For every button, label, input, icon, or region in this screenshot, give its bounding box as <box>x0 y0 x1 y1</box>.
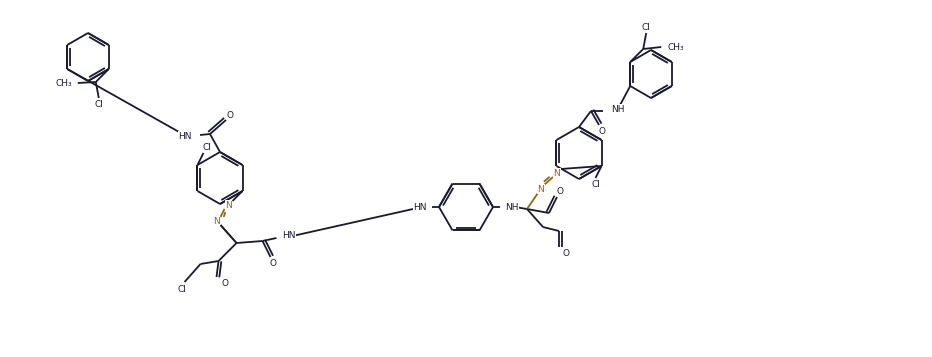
Text: O: O <box>563 248 569 257</box>
Text: HN: HN <box>414 202 427 211</box>
Text: NH: NH <box>505 202 518 211</box>
Text: Cl: Cl <box>591 180 600 188</box>
Text: HN: HN <box>282 231 296 241</box>
Text: O: O <box>598 126 606 136</box>
Text: Cl: Cl <box>177 286 186 295</box>
Text: Cl: Cl <box>202 142 211 151</box>
Text: N: N <box>554 169 560 177</box>
Text: NH: NH <box>611 105 624 114</box>
Text: O: O <box>269 258 276 267</box>
Text: O: O <box>221 280 228 288</box>
Text: Cl: Cl <box>94 100 103 109</box>
Text: CH₃: CH₃ <box>667 42 684 51</box>
Text: N: N <box>213 216 220 226</box>
Text: O: O <box>556 186 564 196</box>
Text: HN: HN <box>179 131 192 141</box>
Text: CH₃: CH₃ <box>55 79 72 87</box>
Text: O: O <box>226 111 234 120</box>
Text: N: N <box>226 201 232 210</box>
Text: N: N <box>538 185 544 193</box>
Text: Cl: Cl <box>642 22 651 31</box>
